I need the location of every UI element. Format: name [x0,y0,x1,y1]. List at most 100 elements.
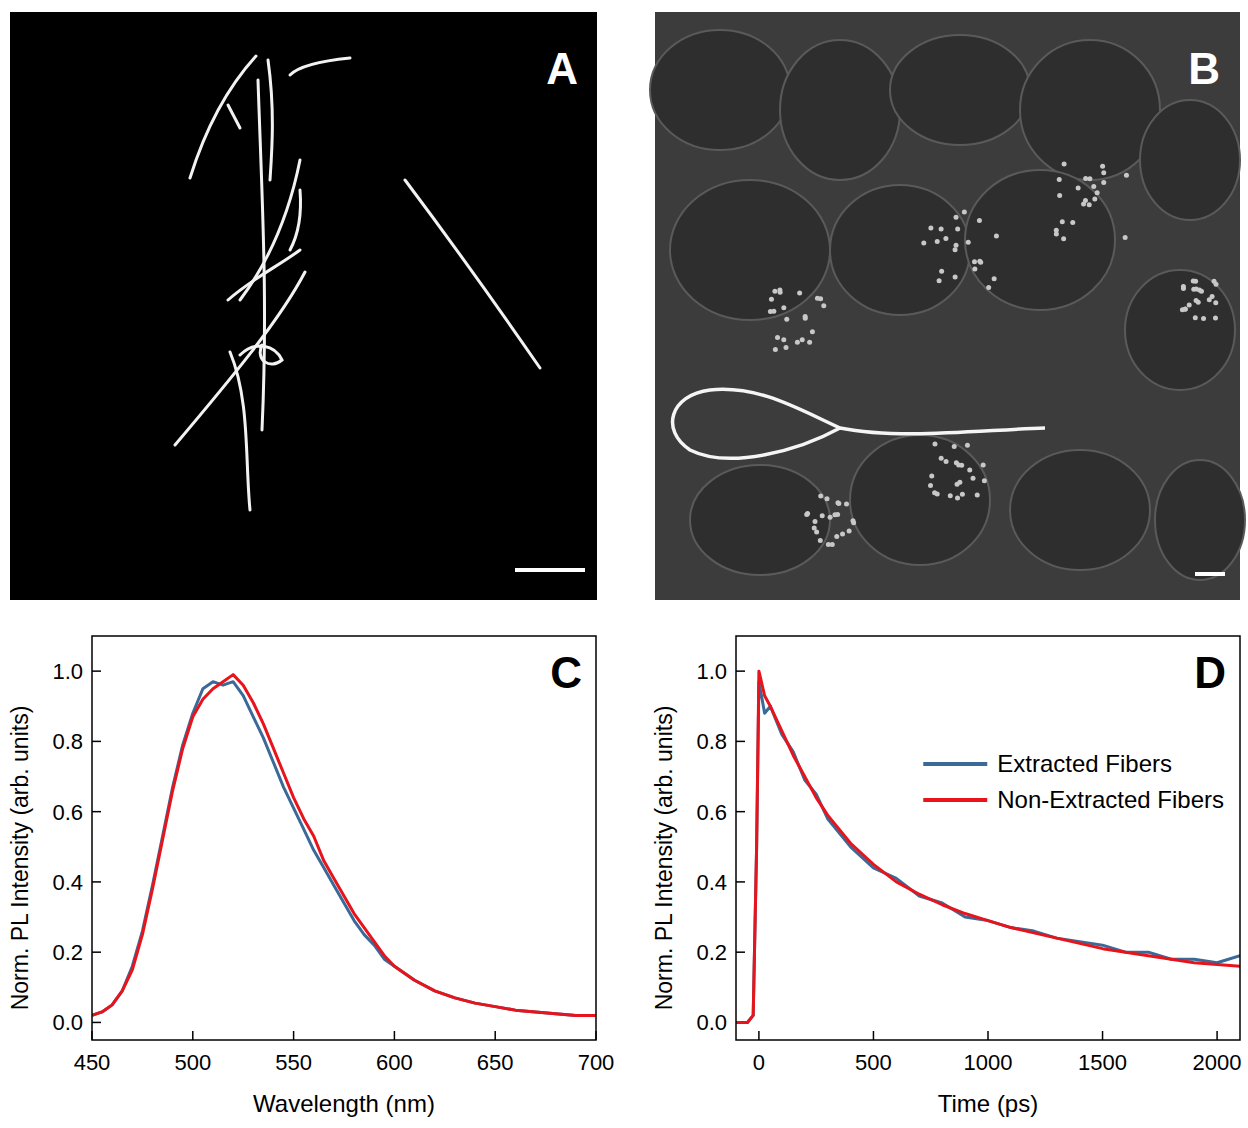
vesicle [818,494,823,499]
y-axis-title: Norm. PL Intensity (arb. units) [7,706,33,1011]
panel-label: D [1194,648,1226,697]
legend-label: Extracted Fibers [997,750,1172,777]
vesicle [804,512,809,517]
vesicle [952,444,957,449]
vesicle [1187,303,1192,308]
vesicle [1213,300,1218,305]
y-tick-label: 0.6 [52,800,83,825]
cell [850,435,990,565]
vesicle [784,345,789,350]
x-axis-title: Time (ps) [938,1090,1038,1117]
vesicle [1191,287,1196,292]
vesicle [1057,177,1062,182]
vesicle [928,225,933,230]
x-axis-title: Wavelength (nm) [253,1090,435,1117]
vesicle [797,291,802,296]
plot-area [92,675,596,1016]
vesicle [836,501,841,506]
y-tick [736,670,745,672]
vesicle [967,467,972,472]
vesicle [1076,186,1081,191]
vesicle [1095,190,1100,195]
vesicle [769,297,774,302]
vesicle [1091,184,1096,189]
vesicle [935,239,940,244]
y-tick [92,670,101,672]
x-tick-label: 2000 [1193,1050,1242,1075]
fibers [175,56,540,510]
fiber [290,190,301,250]
vesicle [781,305,786,310]
series-line [736,671,1240,1022]
series-line [92,675,596,1016]
y-tick [92,1022,101,1024]
vesicle [1092,196,1097,201]
y-tick-label: 0.0 [52,1010,83,1035]
y-tick [92,881,101,883]
vesicle [937,278,942,283]
cell [780,40,900,180]
fiber [190,56,256,178]
vesicle [826,542,831,547]
vesicle [960,492,965,497]
vesicle [844,501,849,506]
x-tick [1216,1031,1218,1040]
x-tick-label: 550 [275,1050,312,1075]
vesicle [955,496,960,501]
vesicle [962,209,967,214]
cell [965,170,1115,310]
plot-frame [736,636,1240,1040]
vesicle [1213,315,1218,320]
x-tick-label: 450 [74,1050,111,1075]
fiber [175,272,305,445]
vesicle [1057,193,1062,198]
x-tick-label: 700 [578,1050,615,1075]
fiber [228,250,300,300]
vesicle [982,478,987,483]
panel-label: C [550,648,582,697]
scale-bar [515,568,585,572]
vesicle [943,236,948,241]
vesicle [948,493,953,498]
panel-label: A [546,44,578,93]
vesicle [1062,162,1067,167]
y-tick-label: 0.2 [696,940,727,965]
fiber [228,105,240,128]
y-tick-label: 0.4 [52,870,83,895]
vesicle [803,316,808,321]
x-tick-label: 650 [477,1050,514,1075]
vesicle [954,215,959,220]
vesicle [954,243,959,248]
x-tick [1102,1031,1104,1040]
vesicle [977,218,982,223]
vesicle [1196,300,1201,305]
vesicle [1124,173,1129,178]
vesicle [971,476,976,481]
vesicle [992,276,997,281]
vesicle [773,347,778,352]
vesicle [935,491,940,496]
legend-swatch [923,798,987,802]
vesicle [850,518,855,523]
vesicle [928,483,933,488]
x-tick [293,1031,295,1040]
vesicle [994,233,999,238]
vesicle [820,513,825,518]
y-tick [92,811,101,813]
vesicle [954,460,959,465]
vesicle [847,529,852,534]
vesicle [1100,164,1105,169]
chart: 05001000150020000.00.20.40.60.81.0Time (… [651,636,1242,1117]
y-tick [92,951,101,953]
x-tick [987,1031,989,1040]
x-tick [494,1031,496,1040]
x-tick-label: 1500 [1078,1050,1127,1075]
cell [890,35,1030,145]
vesicle [1193,279,1198,284]
panel-label: B [1188,44,1220,93]
vesicle [775,335,780,340]
vesicle [981,462,986,467]
vesicle [825,496,830,501]
vesicle [953,247,958,252]
vesicle [932,442,937,447]
